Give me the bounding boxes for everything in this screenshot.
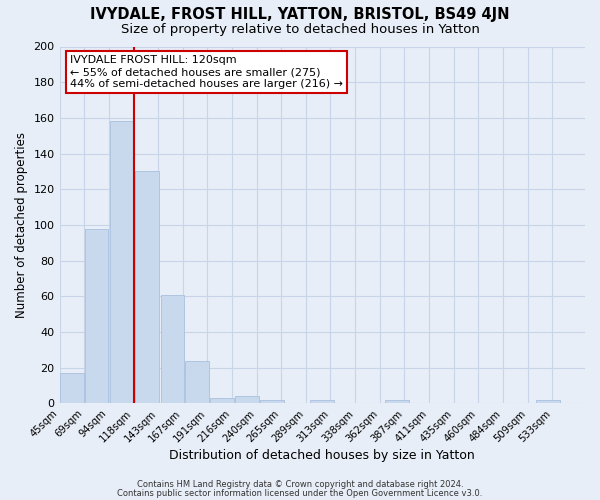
Text: Contains public sector information licensed under the Open Government Licence v3: Contains public sector information licen… xyxy=(118,488,482,498)
Bar xyxy=(161,294,184,404)
Text: Contains HM Land Registry data © Crown copyright and database right 2024.: Contains HM Land Registry data © Crown c… xyxy=(137,480,463,489)
Bar xyxy=(60,373,84,404)
Text: Size of property relative to detached houses in Yatton: Size of property relative to detached ho… xyxy=(121,22,479,36)
Bar xyxy=(110,122,134,404)
Bar xyxy=(310,400,334,404)
Text: IVYDALE, FROST HILL, YATTON, BRISTOL, BS49 4JN: IVYDALE, FROST HILL, YATTON, BRISTOL, BS… xyxy=(90,8,510,22)
Bar xyxy=(135,172,158,404)
Bar xyxy=(85,228,109,404)
Y-axis label: Number of detached properties: Number of detached properties xyxy=(15,132,28,318)
Bar xyxy=(536,400,560,404)
Bar xyxy=(210,398,233,404)
Bar xyxy=(385,400,409,404)
Bar xyxy=(185,360,209,404)
Text: IVYDALE FROST HILL: 120sqm
← 55% of detached houses are smaller (275)
44% of sem: IVYDALE FROST HILL: 120sqm ← 55% of deta… xyxy=(70,56,343,88)
Bar xyxy=(260,400,284,404)
Bar xyxy=(235,396,259,404)
X-axis label: Distribution of detached houses by size in Yatton: Distribution of detached houses by size … xyxy=(169,450,475,462)
